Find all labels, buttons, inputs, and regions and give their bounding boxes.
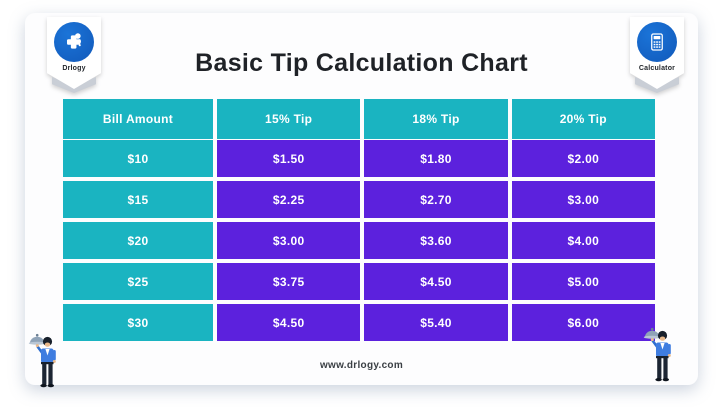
table-cell-bill: $15	[63, 181, 213, 218]
table-cell-bill: $10	[63, 140, 213, 177]
table-cell-tip: $4.50	[217, 304, 361, 341]
table-cell-tip: $5.00	[511, 263, 655, 300]
drlogy-badge-label: Drlogy	[62, 65, 86, 72]
tip-calculation-table: Bill Amount 15% Tip 18% Tip 20% Tip $10 …	[63, 99, 655, 341]
table-cell-bill: $25	[63, 263, 213, 300]
column-header-20-tip: 20% Tip	[511, 99, 655, 139]
calculator-badge-label: Calculator	[638, 65, 676, 72]
drlogy-badge: Drlogy	[47, 17, 101, 93]
page-title: Basic Tip Calculation Chart	[195, 49, 528, 77]
calculator-badge: Calculator	[630, 17, 684, 93]
table-cell-tip: $5.40	[364, 304, 508, 341]
column-header-18-tip: 18% Tip	[364, 99, 508, 139]
table-cell-tip: $2.25	[217, 181, 361, 218]
table-cell-tip: $3.60	[364, 222, 508, 259]
table-cell-tip: $2.00	[511, 140, 655, 177]
table-cell-tip: $1.50	[217, 140, 361, 177]
waiter-illustration-right	[643, 323, 679, 387]
table-cell-tip: $3.00	[511, 181, 655, 218]
column-header-15-tip: 15% Tip	[217, 99, 361, 139]
table-cell-tip: $4.50	[364, 263, 508, 300]
table-cell-tip: $2.70	[364, 181, 508, 218]
waiter-illustration-left	[28, 329, 64, 393]
footer-url: www.drlogy.com	[319, 360, 404, 371]
table-cell-bill: $20	[63, 222, 213, 259]
calculator-icon	[637, 22, 677, 62]
table-cell-tip: $1.80	[364, 140, 508, 177]
column-header-bill-amount: Bill Amount	[63, 99, 213, 139]
infographic-card: Drlogy Calculator Basic Tip Calculation	[25, 13, 698, 385]
table-cell-tip: $4.00	[511, 222, 655, 259]
table-cell-tip: $6.00	[511, 304, 655, 341]
table-cell-tip: $3.00	[217, 222, 361, 259]
drlogy-logo-icon	[54, 22, 94, 62]
table-cell-bill: $30	[63, 304, 213, 341]
table-cell-tip: $3.75	[217, 263, 361, 300]
